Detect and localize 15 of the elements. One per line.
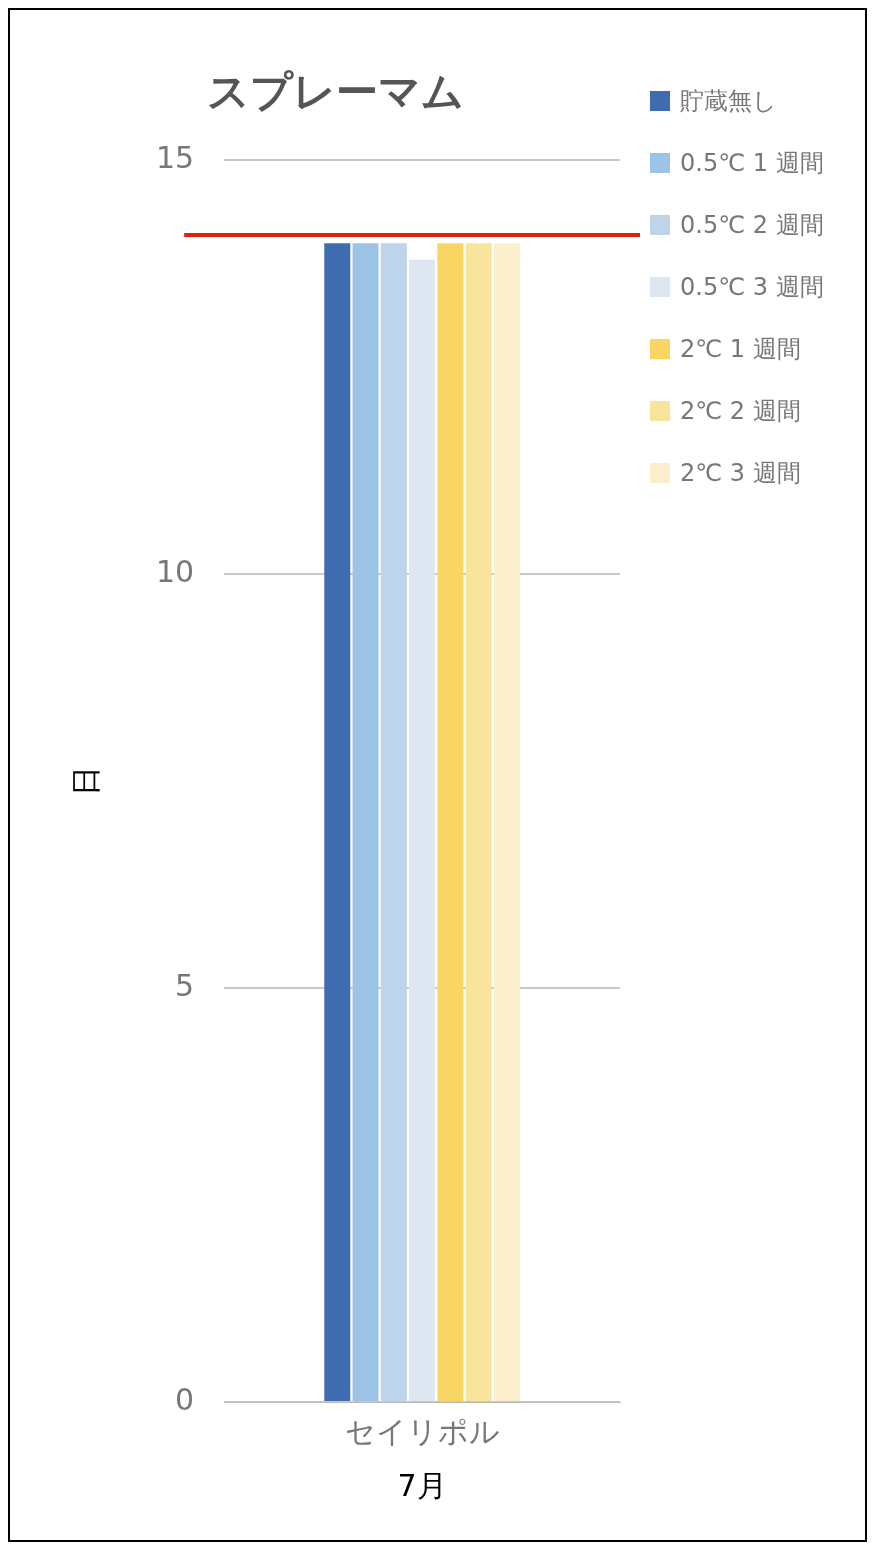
y-tick-label: 15 [155, 140, 195, 176]
legend-label: 貯蔵無し [680, 86, 777, 117]
legend-label: 0.5℃ 2 週間 [680, 210, 824, 241]
chart-title: スプレーマム [206, 67, 464, 117]
legend-label: 2℃ 3 週間 [680, 458, 801, 489]
x-tick-label: セイリポル [344, 1413, 500, 1449]
legend-label: 0.5℃ 1 週間 [680, 148, 824, 179]
legend-label: 2℃ 1 週間 [680, 334, 801, 365]
y-tick-label: 0 [175, 1381, 195, 1417]
y-axis-title: 日 [67, 766, 103, 797]
legend-label: 2℃ 2 週間 [680, 396, 801, 427]
y-tick-label: 5 [175, 967, 195, 1003]
y-tick-label: 10 [155, 554, 195, 590]
legend-label: 0.5℃ 3 週間 [680, 272, 824, 303]
x-axis-title: 7月 [397, 1467, 447, 1503]
